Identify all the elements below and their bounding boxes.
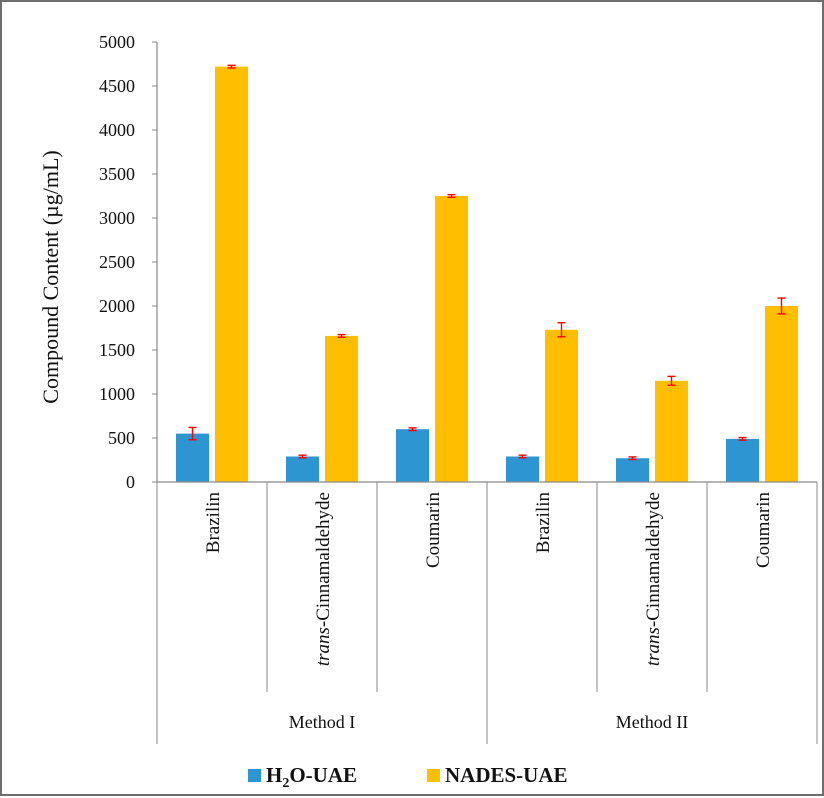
x-tick-label: Coumarin [753, 492, 774, 568]
error-bar [628, 456, 637, 461]
error-bar [777, 297, 786, 315]
y-tick-label: 0 [126, 472, 135, 492]
nades-uae-bar [435, 196, 468, 482]
y-tick-label: 5000 [99, 32, 135, 52]
legend: H2O-UAE NADES-UAE [248, 763, 568, 791]
error-bar [227, 64, 236, 69]
legend-swatch [248, 769, 261, 782]
group-label: Method II [616, 712, 688, 732]
error-bar [738, 436, 747, 441]
y-tick-label: 2500 [99, 252, 135, 272]
y-tick-label: 1000 [99, 384, 135, 404]
legend-label: NADES-UAE [445, 763, 568, 787]
x-tick-label: Coumarin [423, 492, 444, 568]
bars [176, 66, 798, 482]
x-axis: Brazilin trans-Cinnamaldehyde Coumarin Meth… [156, 481, 818, 744]
h2o-uae-bar [726, 438, 759, 482]
error-bar [188, 426, 197, 441]
error-bar [557, 322, 566, 338]
y-tick-label: 4000 [99, 120, 135, 140]
y-tick-label: 3500 [99, 164, 135, 184]
y-tick-label: 1500 [99, 340, 135, 360]
h2o-uae-bar [616, 458, 649, 482]
nades-uae-bar [325, 335, 358, 482]
legend-swatch [427, 769, 440, 782]
nades-uae-bar [215, 66, 248, 482]
h2o-uae-bar [506, 456, 539, 482]
h2o-uae-bar [176, 433, 209, 482]
group-label: Method I [289, 712, 356, 732]
error-bar [518, 454, 527, 459]
x-tick-label: trans-Cinnamaldehyde [313, 492, 334, 666]
legend-label: H2O-UAE [266, 763, 357, 791]
x-tick-label: Brazilin [203, 492, 224, 554]
y-tick-label: 3000 [99, 208, 135, 228]
nades-uae-bar [765, 306, 798, 482]
y-tick-label: 4500 [99, 76, 135, 96]
nades-uae-bar [545, 329, 578, 482]
y-tick-label: 2000 [99, 296, 135, 316]
error-bar [447, 193, 456, 199]
y-tick-label: 500 [108, 428, 135, 448]
x-tick-label: Brazilin [533, 492, 554, 554]
error-bar [337, 333, 346, 338]
error-bar [408, 427, 417, 432]
error-bars [188, 64, 786, 461]
h2o-uae-bar [286, 456, 319, 482]
h2o-uae-bar [396, 429, 429, 482]
error-bar [667, 375, 676, 386]
error-bar [298, 454, 307, 459]
x-tick-label: trans-Cinnamaldehyde [643, 492, 664, 666]
y-axis: 0 500 1000 1500 2000 2500 3000 3500 4000 4500 5000 [99, 32, 158, 492]
y-axis-label: Compound Content (µg/mL) [38, 150, 63, 403]
nades-uae-bar [655, 380, 688, 482]
